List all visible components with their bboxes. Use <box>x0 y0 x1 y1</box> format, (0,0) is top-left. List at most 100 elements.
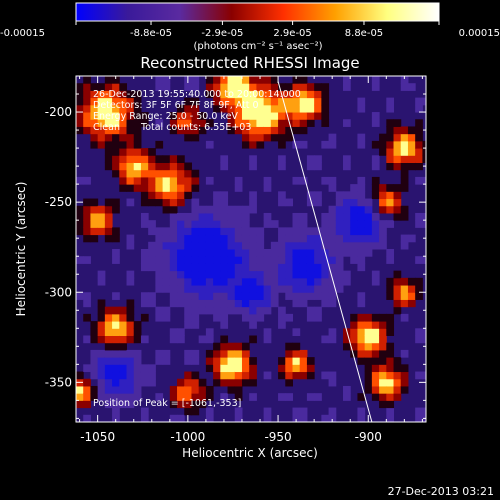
heatmap-cell <box>97 270 106 279</box>
heatmap-cell <box>90 104 99 113</box>
heatmap-cell <box>112 371 120 380</box>
heatmap-cell <box>285 112 293 120</box>
heatmap-cell <box>133 104 142 113</box>
heatmap-cell <box>191 176 200 185</box>
heatmap-cell <box>285 126 293 135</box>
heatmap-cell <box>191 393 200 401</box>
heatmap-cell <box>386 407 395 416</box>
heatmap-cell <box>292 277 301 286</box>
heatmap-cell <box>227 378 236 387</box>
heatmap-cell <box>328 227 337 236</box>
heatmap-cell <box>328 205 337 214</box>
heatmap-cell <box>285 104 293 113</box>
heatmap-cell <box>415 292 423 300</box>
heatmap-cell <box>112 349 120 358</box>
heatmap-cell <box>155 76 164 84</box>
heatmap-cell <box>415 407 423 416</box>
heatmap-cell <box>133 371 142 380</box>
heatmap-cell <box>263 97 272 106</box>
heatmap-cell <box>184 263 192 272</box>
heatmap-cell <box>83 90 91 99</box>
heatmap-cell <box>126 176 135 185</box>
heatmap-cell <box>90 119 99 127</box>
heatmap-cell <box>76 176 84 185</box>
heatmap-cell <box>177 220 185 228</box>
colorbar-tick-label: 2.9e-05 <box>273 28 311 39</box>
x-axis-ticks: -1050 -1000 -950 -900 <box>79 76 423 444</box>
heatmap-cell <box>177 277 185 286</box>
heatmap-cell <box>155 155 164 163</box>
heatmap-cell <box>249 270 257 279</box>
heatmap-cell <box>285 249 293 257</box>
heatmap-cell <box>343 277 351 286</box>
heatmap-cell <box>162 184 171 192</box>
heatmap-cell <box>400 349 409 358</box>
heatmap-cell <box>162 349 171 358</box>
heatmap-cell <box>112 133 120 142</box>
heatmap-cell <box>393 191 402 200</box>
heatmap-cell <box>386 155 395 163</box>
heatmap-cell <box>104 90 113 99</box>
heatmap-cell <box>306 155 315 163</box>
heatmap-cell <box>263 220 272 228</box>
heatmap-cell <box>364 342 373 351</box>
heatmap-cell <box>169 184 178 192</box>
heatmap-cell <box>270 112 279 120</box>
heatmap-cell <box>104 162 113 171</box>
heatmap-cell <box>343 162 351 171</box>
heatmap-cell <box>379 371 387 380</box>
heatmap-cell <box>169 227 178 236</box>
heatmap-cell <box>198 263 207 272</box>
heatmap-cell <box>191 184 200 192</box>
heatmap-cell <box>263 126 272 135</box>
heatmap-cell <box>249 321 257 329</box>
heatmap-cell <box>299 285 308 293</box>
heatmap-cell <box>249 140 257 149</box>
heatmap-cell <box>112 249 120 257</box>
x-tick-label: -950 <box>264 430 291 444</box>
heatmap-cell <box>357 249 366 257</box>
heatmap-cell <box>184 393 192 401</box>
heatmap-cell <box>220 212 229 221</box>
heatmap-cell <box>76 212 84 221</box>
heatmap-cell <box>256 313 265 322</box>
heatmap-cell <box>263 306 272 315</box>
heatmap-cell <box>379 385 387 394</box>
heatmap-cell <box>205 364 214 373</box>
heatmap-cell <box>299 270 308 279</box>
heatmap-cell <box>213 270 221 279</box>
heatmap-cell <box>112 83 120 91</box>
heatmap-cell <box>249 126 257 135</box>
heatmap-cell <box>350 198 358 207</box>
heatmap-cell <box>299 249 308 257</box>
heatmap-cell <box>321 277 330 286</box>
heatmap-cell <box>184 97 192 106</box>
heatmap-cell <box>371 335 380 344</box>
heatmap-cell <box>205 292 214 300</box>
heatmap-cell <box>148 292 156 300</box>
heatmap-cell <box>162 234 171 243</box>
heatmap-cell <box>234 90 243 99</box>
heatmap-cell <box>321 234 330 243</box>
heatmap-cell <box>299 76 308 84</box>
y-tick-label: -350 <box>45 375 72 389</box>
heatmap-cell <box>140 378 149 387</box>
heatmap-cell <box>270 90 279 99</box>
heatmap-cell <box>191 407 200 416</box>
heatmap-cell <box>328 184 337 192</box>
heatmap-cell <box>278 241 286 250</box>
heatmap-cell <box>133 148 142 156</box>
heatmap-cell <box>220 90 229 99</box>
heatmap-cell <box>299 104 308 113</box>
heatmap-cell <box>379 234 387 243</box>
heatmap-cell <box>415 212 423 221</box>
heatmap-cell <box>386 277 395 286</box>
heatmap-cell <box>299 227 308 236</box>
heatmap-cell <box>321 414 330 422</box>
heatmap-cell <box>155 176 164 185</box>
heatmap-cell <box>220 306 229 315</box>
heatmap-cell <box>169 414 178 422</box>
heatmap-cell <box>299 220 308 228</box>
heatmap-cell <box>249 205 257 214</box>
heatmap-cell <box>249 277 257 286</box>
